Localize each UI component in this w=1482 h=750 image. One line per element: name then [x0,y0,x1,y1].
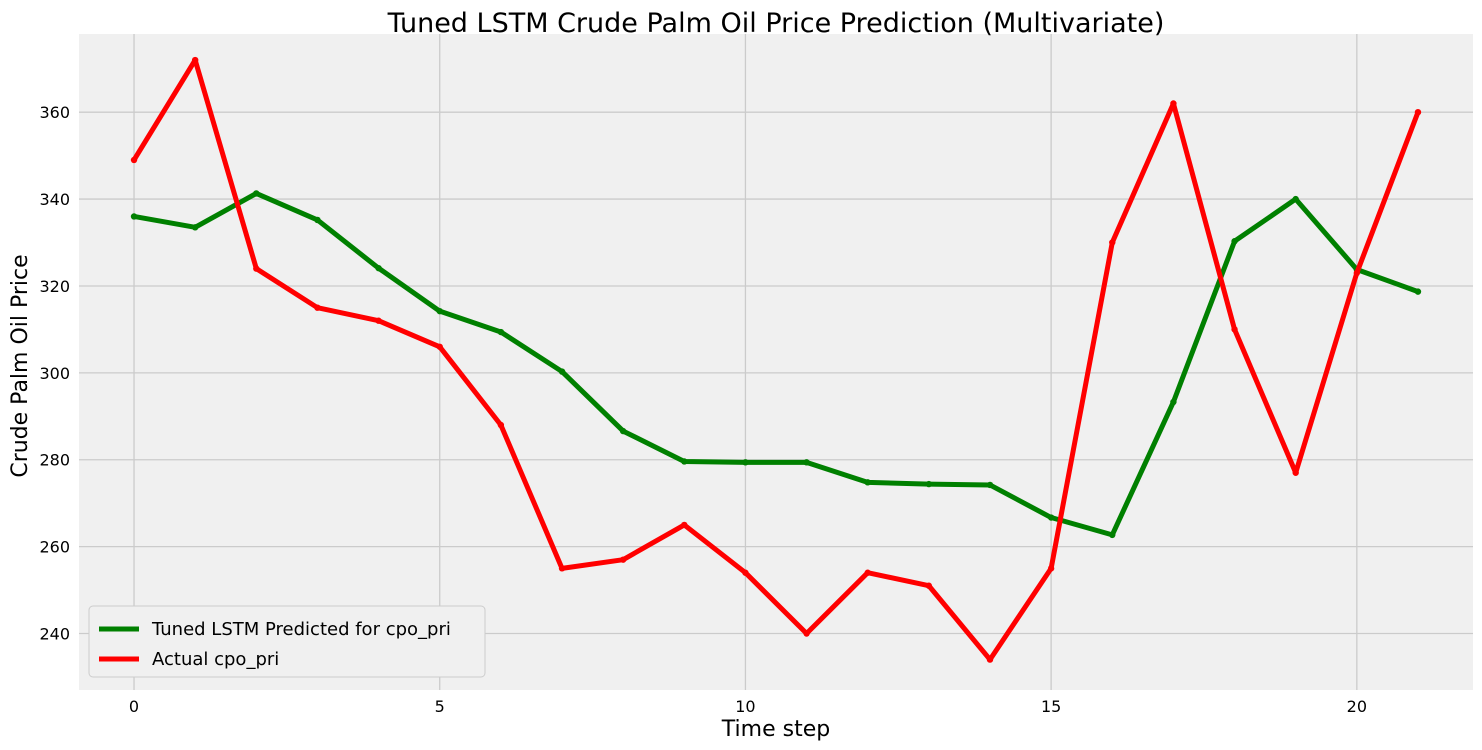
series-0-point [925,480,933,488]
series-0-point [1047,514,1055,521]
series-1-point [314,304,321,311]
y-tick-label: 300 [39,364,70,383]
series-1-point [803,630,810,637]
series-layer [130,56,1422,663]
series-0-point [1414,288,1422,295]
series-0-point [1292,195,1299,203]
series-0-point [436,307,443,315]
series-1-point [1292,469,1299,476]
gridlines [79,34,1473,690]
series-1-point [191,56,199,64]
series-0-point [1231,238,1238,245]
series-0-point [314,216,321,224]
series-line-0 [131,190,1421,538]
x-axis-label: Time step [721,717,830,742]
series-0-point [130,213,138,220]
series-1-point [497,421,505,429]
series-1-point [1231,326,1238,333]
series-line-1 [131,57,1421,663]
series-1-point [986,656,994,663]
series-1-point [864,569,871,576]
legend: Tuned LSTM Predicted for cpo_pri Actual … [88,605,486,678]
series-1-point [619,556,627,563]
plot-area [79,34,1473,690]
series-1-point [1109,239,1116,246]
series-1-point [253,265,260,272]
series-1-point [558,565,566,572]
series-1-point [1170,100,1177,107]
series-1-point [130,156,138,164]
x-axis-ticks: 0 5 10 15 20 [129,697,1367,716]
series-1-point [375,317,382,324]
series-1-point [436,343,443,350]
series-1-point [742,569,749,576]
series-0-point [191,224,199,231]
x-tick-label: 5 [435,697,445,716]
series-0-point [742,459,749,466]
chart-title: Tuned LSTM Crude Palm Oil Price Predicti… [387,8,1165,39]
series-0-point [497,328,505,336]
series-1-point [1353,269,1361,277]
x-tick-label: 10 [735,697,755,716]
y-tick-label: 340 [39,190,70,209]
x-tick-label: 0 [129,697,139,716]
y-tick-label: 320 [39,277,70,296]
y-axis-label: Crude Palm Oil Price [8,254,33,477]
series-0-point [558,368,566,375]
legend-label-actual: Actual cpo_pri [152,649,279,670]
y-tick-label: 280 [39,451,70,470]
y-axis-ticks: 240 260 280 300 320 340 360 [39,103,70,643]
series-0-point [986,481,994,489]
series-0-point [803,459,810,466]
legend-label-predicted: Tuned LSTM Predicted for cpo_pri [151,619,451,640]
series-1-point [681,521,688,529]
series-0-point [619,427,627,435]
series-1-point [925,582,933,589]
series-0-point [375,264,382,272]
series-1-point [1414,108,1422,116]
y-tick-label: 260 [39,538,70,557]
x-tick-label: 20 [1347,697,1367,716]
series-0-point [864,479,871,486]
y-tick-label: 240 [39,625,70,644]
x-tick-label: 15 [1041,697,1061,716]
legend-box [88,605,486,678]
series-0-point [1109,531,1116,539]
series-0-point [1170,398,1177,406]
y-tick-label: 360 [39,103,70,122]
series-0-point [681,458,688,465]
series-1-point [1047,565,1055,572]
series-0-point [253,190,260,197]
